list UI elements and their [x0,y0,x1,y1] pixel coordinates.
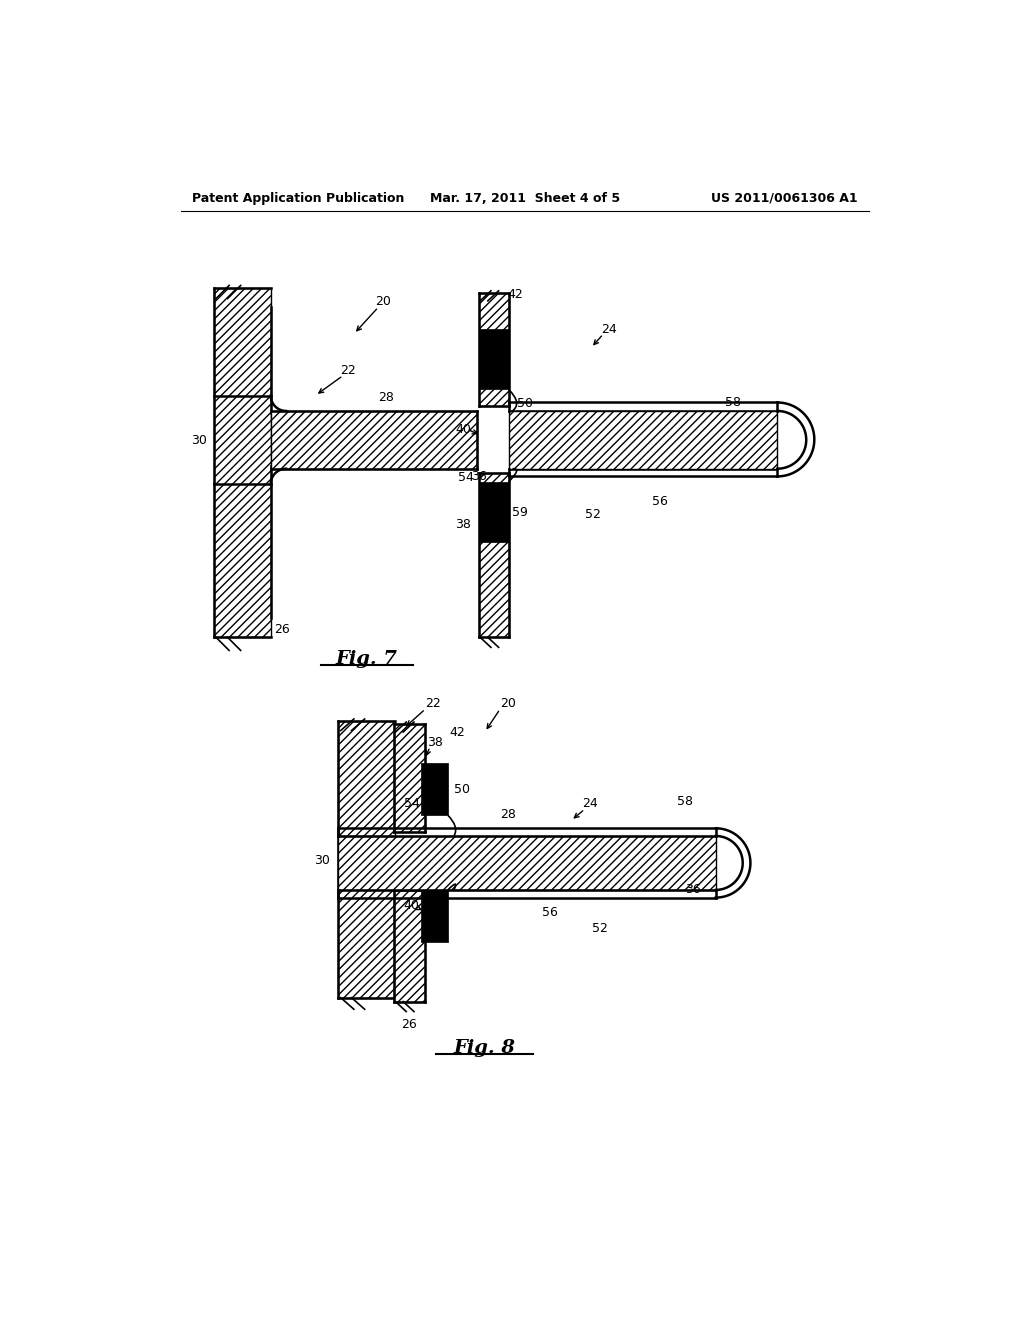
Text: 40: 40 [456,422,471,436]
Bar [270,411,477,469]
Text: 20: 20 [500,697,516,710]
Text: 54: 54 [403,797,420,810]
Text: Fig. 8: Fig. 8 [454,1039,516,1057]
Text: US 2011/0061306 A1: US 2011/0061306 A1 [711,191,857,205]
Text: 52: 52 [585,508,600,520]
Text: 26: 26 [401,1018,417,1031]
Text: 38: 38 [456,517,471,531]
Text: 24: 24 [583,797,598,810]
Text: 59: 59 [428,917,444,931]
Bar [478,473,509,638]
Text: 58: 58 [725,396,741,409]
Bar [394,890,425,1002]
Text: 28: 28 [378,391,394,404]
Text: 30: 30 [191,434,207,447]
Text: 24: 24 [602,323,617,335]
Bar [479,482,509,541]
Text: 56: 56 [543,907,558,920]
Text: 50: 50 [454,783,470,796]
Bar [339,721,395,998]
Text: 22: 22 [425,697,441,710]
Text: 36: 36 [471,470,487,483]
Text: 50: 50 [517,397,532,409]
Text: 26: 26 [274,623,290,636]
Bar [421,890,447,942]
Text: 40: 40 [403,899,420,912]
Text: 56: 56 [652,495,669,508]
Text: 42: 42 [450,726,465,739]
Bar [478,293,509,407]
Bar [394,725,425,832]
Text: Patent Application Publication: Patent Application Publication [193,191,404,205]
Bar [479,330,509,389]
Text: 54: 54 [458,471,473,484]
Text: 42: 42 [508,288,523,301]
Text: 28: 28 [500,808,516,821]
Text: 30: 30 [313,854,330,867]
Bar [509,411,777,469]
Text: 38: 38 [427,735,442,748]
Text: 20: 20 [375,296,391,308]
Bar [214,288,270,638]
Text: Mar. 17, 2011  Sheet 4 of 5: Mar. 17, 2011 Sheet 4 of 5 [430,191,620,205]
Text: 59: 59 [512,506,528,519]
Text: Fig. 7: Fig. 7 [336,649,398,668]
Bar [339,836,716,890]
Text: 36: 36 [685,883,700,896]
Bar [421,763,447,816]
Text: 22: 22 [340,363,355,376]
Text: 52: 52 [592,921,608,935]
Text: 58: 58 [677,795,693,808]
